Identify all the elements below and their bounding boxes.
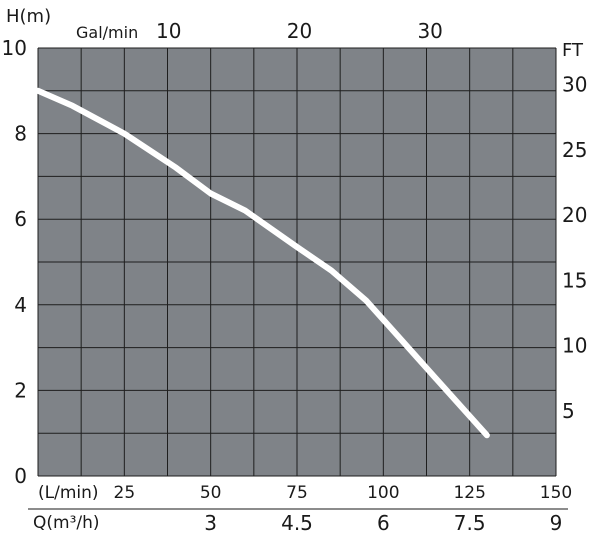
x-top-tick-label: 30 xyxy=(417,19,442,43)
y-right-tick-label: 30 xyxy=(562,73,587,97)
x-bottom-m3h-tick-label: 3 xyxy=(204,511,217,535)
x-bottom-lmin-tick-label: 75 xyxy=(286,483,308,503)
x-bottom-m3h-axis-label: Q(m³/h) xyxy=(33,513,100,533)
x-bottom-lmin-tick-label: 150 xyxy=(540,483,572,503)
x-top-tick-label: 20 xyxy=(287,19,312,43)
y-right-tick-label: 10 xyxy=(562,334,587,358)
x-bottom-lmin-tick-label: 125 xyxy=(453,483,485,503)
y-right-tick-label: 5 xyxy=(562,399,575,423)
y-left-tick-label: 4 xyxy=(14,293,27,317)
x-bottom-lmin-tick-label: 50 xyxy=(200,483,222,503)
y-right-tick-label: 20 xyxy=(562,203,587,227)
y-left-axis-label: H(m) xyxy=(6,6,51,27)
x-bottom-lmin-axis-label: (L/min) xyxy=(38,483,99,503)
y-left-tick-label: 8 xyxy=(14,122,27,146)
grid-lines xyxy=(37,47,557,477)
y-right-axis-label: FT xyxy=(562,40,584,61)
x-bottom-m3h-tick-label: 4.5 xyxy=(281,511,313,535)
tick-labels: 0 2 4 6 8 10 5 10 15 20 25 30 10 20 30 25 50 75 100 125 150 3… xyxy=(2,19,588,535)
x-top-tick-label: 10 xyxy=(156,19,181,43)
x-bottom-m3h-tick-label: 9 xyxy=(550,511,563,535)
x-top-axis-label: Gal/min xyxy=(76,23,138,42)
x-bottom-m3h-tick-label: 6 xyxy=(377,511,390,535)
y-left-tick-label: 10 xyxy=(2,36,27,60)
y-right-tick-label: 25 xyxy=(562,138,587,162)
curve-layer xyxy=(35,87,490,439)
y-left-tick-label: 0 xyxy=(14,464,27,488)
x-bottom-lmin-tick-label: 25 xyxy=(114,483,136,503)
x-bottom-lmin-tick-label: 100 xyxy=(367,483,399,503)
performance-curve xyxy=(35,87,490,439)
y-right-tick-label: 15 xyxy=(562,268,587,292)
y-left-tick-label: 2 xyxy=(14,378,27,402)
y-left-tick-label: 6 xyxy=(14,207,27,231)
x-bottom-m3h-tick-label: 7.5 xyxy=(454,511,486,535)
